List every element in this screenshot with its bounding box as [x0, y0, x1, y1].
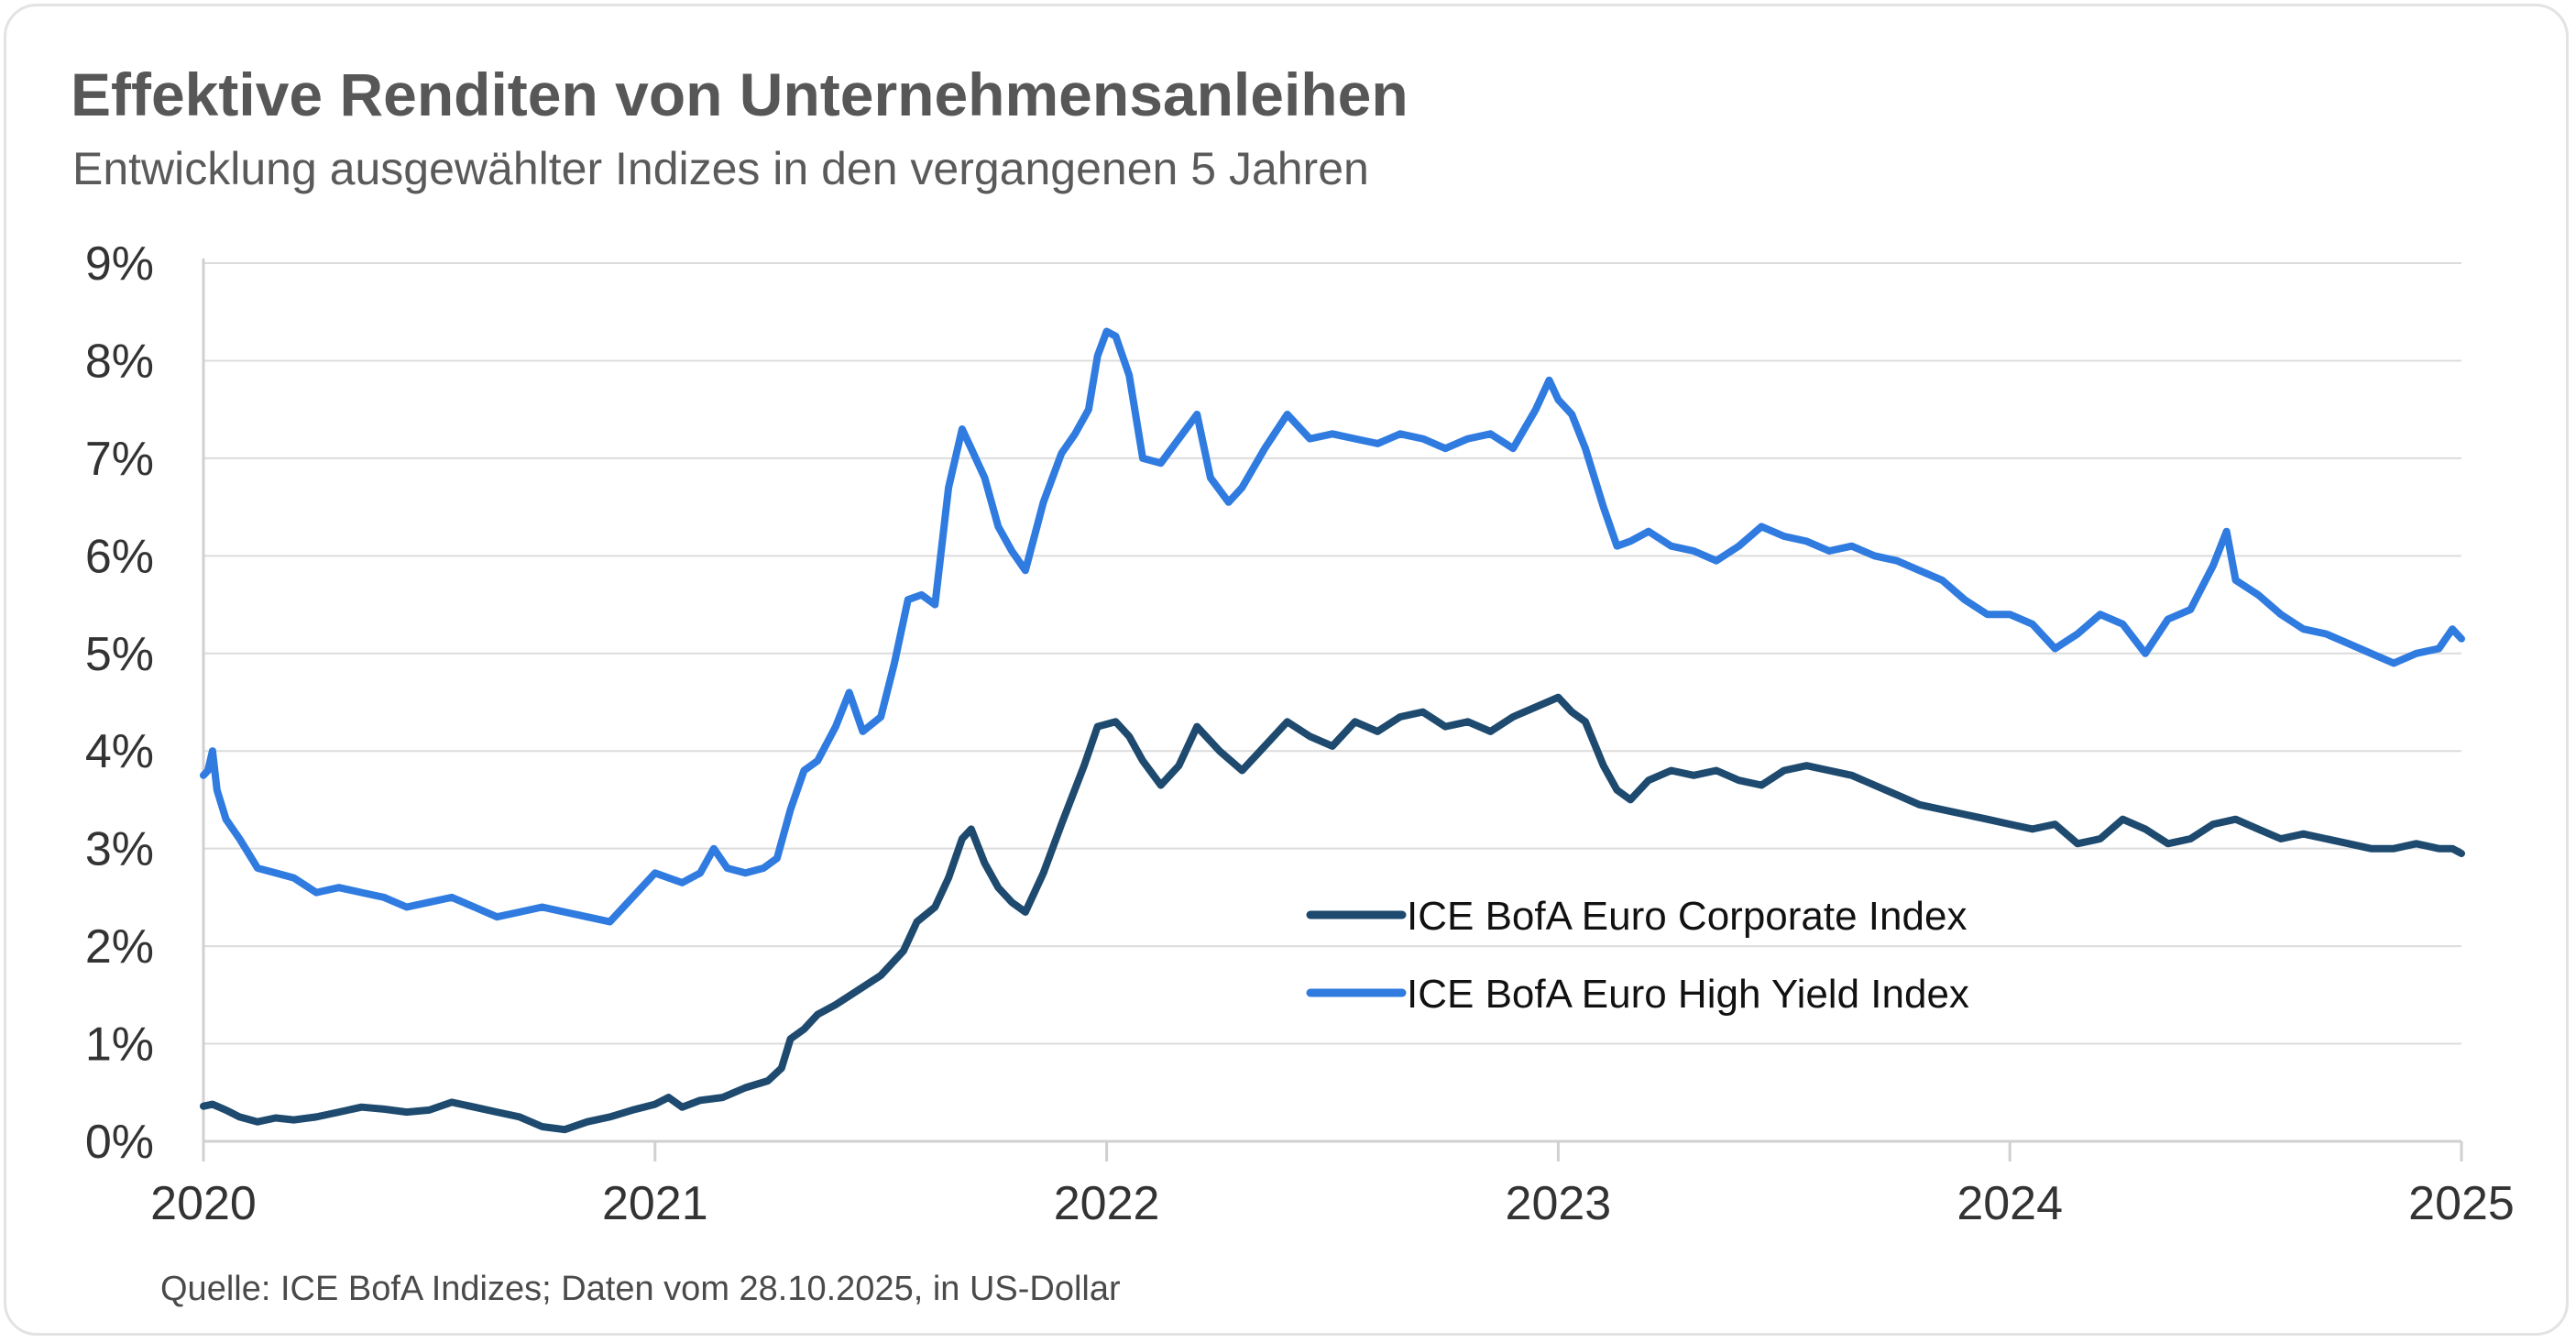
legend-label-corporate: ICE BofA Euro Corporate Index — [1407, 894, 1967, 939]
y-tick-label: 9% — [85, 237, 154, 291]
chart-source-note: Quelle: ICE BofA Indizes; Daten vom 28.1… — [160, 1270, 1121, 1308]
chart-card: Effektive Renditen von Unternehmensanlei… — [4, 4, 2569, 1336]
x-tick-label: 2020 — [150, 1177, 257, 1230]
y-tick-label: 1% — [85, 1018, 154, 1072]
y-tick-label: 8% — [85, 335, 154, 388]
x-tick-label: 2022 — [1054, 1177, 1160, 1230]
y-tick-label: 6% — [85, 530, 154, 583]
legend: ICE BofA Euro Corporate Index ICE BofA Eu… — [1306, 894, 1969, 1017]
axes: 0% 1% 2% 3% 4% 5% 6% 7% 8% 9% 2020 2021 2022 2023 2024… — [85, 237, 2515, 1230]
x-tick-label: 2024 — [1957, 1177, 2063, 1230]
y-tick-label: 7% — [85, 433, 154, 486]
y-tick-label: 0% — [85, 1116, 154, 1169]
legend-label-high-yield: ICE BofA Euro High Yield Index — [1407, 972, 1969, 1017]
y-tick-label: 4% — [85, 725, 154, 778]
x-tick-label: 2021 — [602, 1177, 708, 1230]
chart-title: Effektive Renditen von Unternehmensanlei… — [71, 61, 1409, 128]
x-tick-label: 2025 — [2408, 1177, 2515, 1230]
y-tick-label: 3% — [85, 823, 154, 876]
series-lines — [200, 327, 2465, 1134]
chart-subtitle: Entwicklung ausgewählter Indizes in den … — [72, 143, 1369, 194]
series-line-high-yield — [200, 327, 2465, 926]
gridlines — [203, 262, 2461, 1045]
y-tick-label: 5% — [85, 628, 154, 681]
x-tick-label: 2023 — [1506, 1177, 1612, 1230]
y-tick-label: 2% — [85, 920, 154, 974]
series-line-corporate — [200, 693, 2465, 1134]
